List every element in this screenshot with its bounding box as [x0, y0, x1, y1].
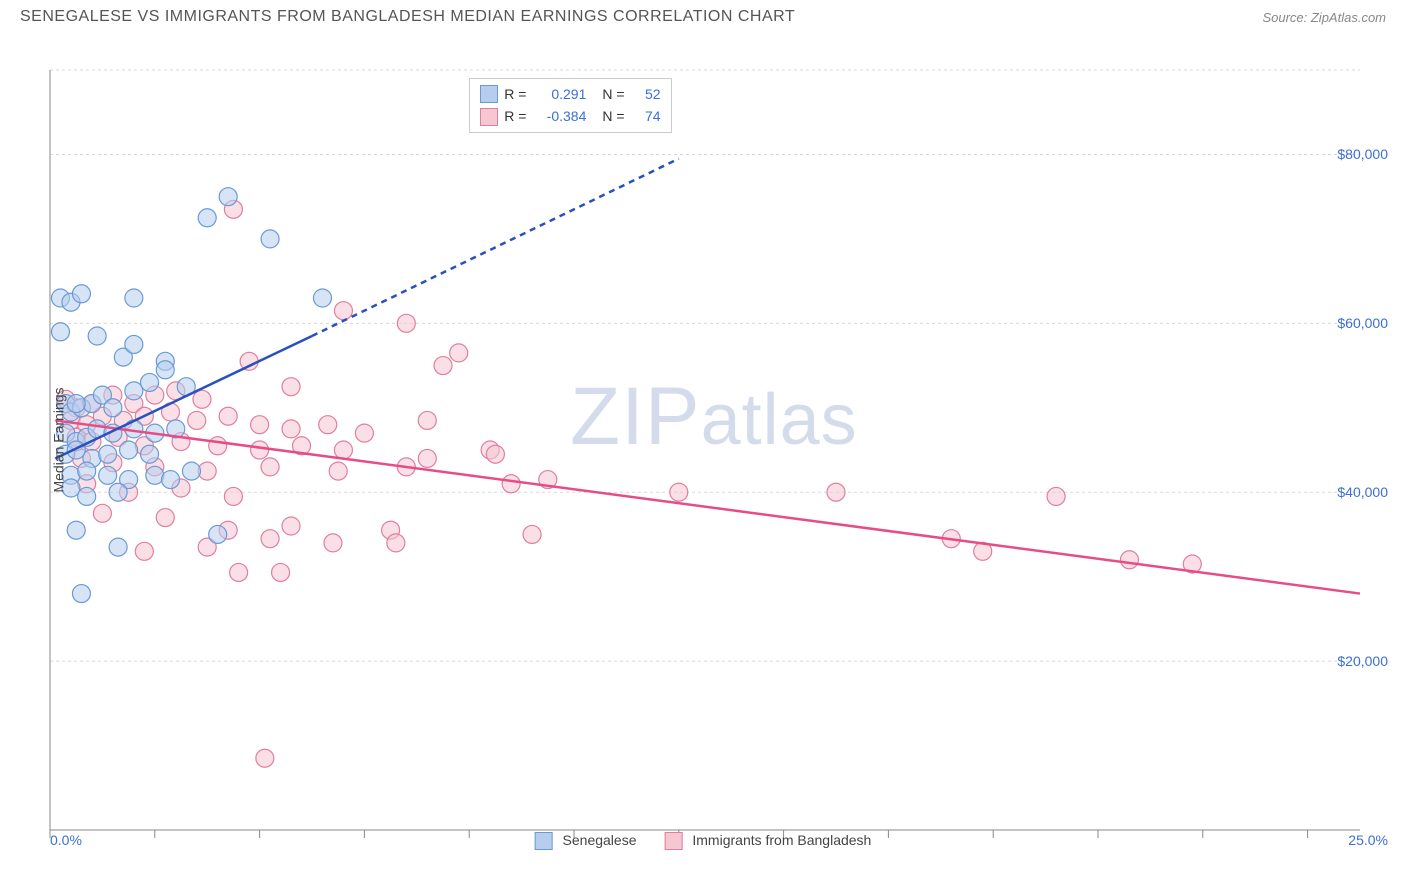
x-axis-min-label: 0.0%	[50, 832, 82, 848]
chart-title: SENEGALESE VS IMMIGRANTS FROM BANGLADESH…	[20, 8, 795, 26]
y-tick-label: $40,000	[1337, 484, 1388, 500]
source-label: Source: ZipAtlas.com	[1262, 10, 1386, 25]
legend-label-a: Senegalese	[563, 832, 637, 848]
correlation-legend: R =0.291N =52R =-0.384N =74	[469, 78, 671, 133]
legend-swatch-icon	[480, 108, 498, 126]
legend-swatch-a	[535, 832, 553, 850]
y-tick-label: $80,000	[1337, 146, 1388, 162]
legend-item-b: Immigrants from Bangladesh	[664, 832, 871, 850]
legend-row: R =0.291N =52	[480, 83, 660, 105]
y-tick-label: $20,000	[1337, 653, 1388, 669]
legend-label-b: Immigrants from Bangladesh	[692, 832, 871, 848]
scatter-plot-svg	[0, 30, 1406, 850]
y-tick-label: $60,000	[1337, 315, 1388, 331]
legend-row: R =-0.384N =74	[480, 105, 660, 127]
x-axis-max-label: 25.0%	[1348, 832, 1388, 848]
legend-swatch-icon	[480, 85, 498, 103]
legend-swatch-b	[664, 832, 682, 850]
legend-item-a: Senegalese	[535, 832, 637, 850]
chart-area: Median Earnings ZIPatlas R =0.291N =52R …	[0, 30, 1406, 850]
y-axis-label: Median Earnings	[51, 387, 67, 492]
series-legend: Senegalese Immigrants from Bangladesh	[535, 832, 872, 850]
